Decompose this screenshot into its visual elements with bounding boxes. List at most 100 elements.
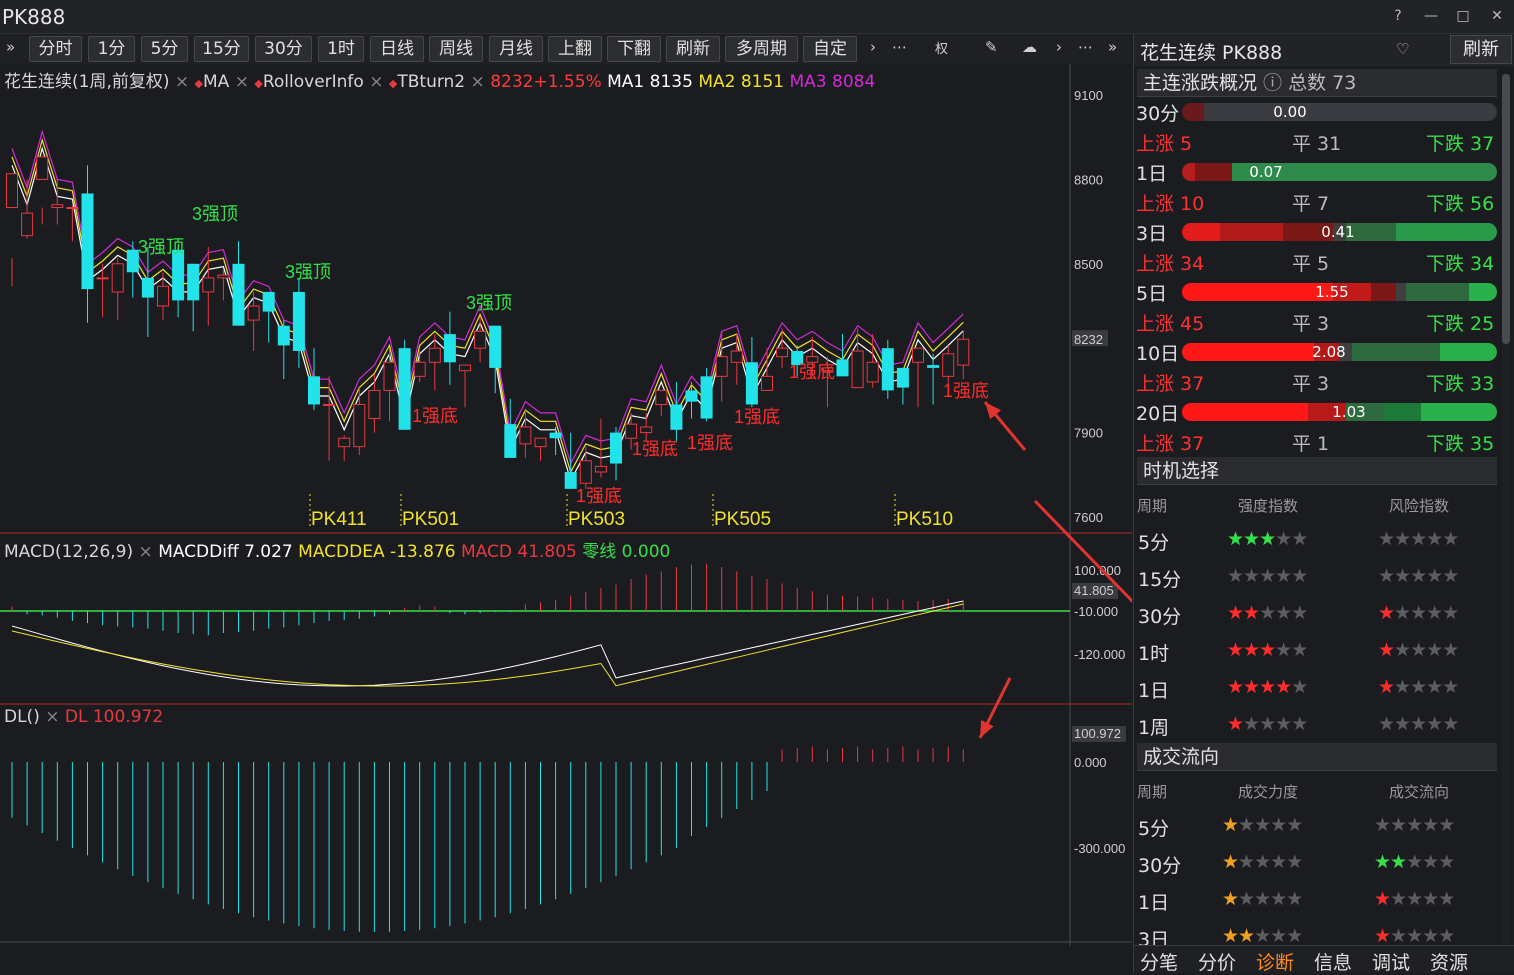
arrow-to-bottom-signal-head: [985, 402, 1001, 420]
maximize-icon[interactable]: □: [1456, 8, 1470, 24]
sidebar-tab-3[interactable]: 信息: [1314, 952, 1353, 974]
candle-body-up: [323, 403, 336, 406]
macd-axis-label: -120.000: [1074, 647, 1125, 662]
chart-title: 花生连续(1周,前复权): [4, 72, 170, 92]
sidebar-tab-2[interactable]: 诊断: [1256, 952, 1295, 974]
signal-top-label: 3强顶: [466, 293, 512, 313]
diamond-icon: ◆: [254, 77, 263, 90]
legend-ma1: MA1 8135: [607, 72, 693, 92]
bar-segment: [1421, 403, 1497, 421]
legend-ma[interactable]: MA: [203, 72, 230, 92]
candle-body-up: [202, 277, 215, 293]
macd-dea-line: [11, 603, 964, 687]
tab-5min[interactable]: 5分: [141, 36, 188, 62]
close-icon[interactable]: ×: [45, 707, 60, 727]
candle-body-up: [866, 361, 879, 383]
rise-fall-bar: [1182, 283, 1497, 301]
tab-1min[interactable]: 1分: [88, 36, 135, 62]
scroll-thumb[interactable]: [1502, 74, 1510, 344]
sidebar: 花生连续 PK888 ♡ 刷新 主连涨跌概况 ⓘ 总数 73 30分 0.00 上涨 …: [1133, 34, 1514, 974]
rollover-label: PK510: [896, 509, 953, 530]
sidebar-tab-1[interactable]: 分价: [1198, 952, 1237, 974]
candle-body-down: [549, 432, 562, 439]
cloud-icon[interactable]: ☁: [1022, 38, 1037, 56]
risk-stars: ★★★★★: [1378, 602, 1459, 624]
tab-1hour[interactable]: 1时: [318, 36, 364, 62]
rise-fall-title: 主连涨跌概况: [1143, 72, 1258, 94]
sidebar-tab-5[interactable]: 资源: [1430, 952, 1469, 974]
timing-col-risk: 风险指数: [1389, 497, 1450, 515]
sidebar-refresh-button[interactable]: 刷新: [1450, 35, 1512, 64]
close-icon[interactable]: ×: [369, 72, 384, 92]
tab-weekly[interactable]: 周线: [429, 36, 483, 62]
pen-icon[interactable]: ✎: [985, 38, 998, 56]
tab-monthly[interactable]: 月线: [489, 36, 543, 62]
candle-body-up: [625, 423, 638, 439]
bar-segment: [1339, 343, 1353, 361]
candle-body-up: [730, 350, 743, 363]
chart-area[interactable]: 9100880085008232790076002024-06-10081012…: [0, 64, 1132, 946]
heart-icon[interactable]: ♡: [1396, 40, 1410, 58]
rise-fall-bar: [1182, 403, 1497, 421]
down-count: 下跌 35: [1426, 433, 1495, 455]
close-icon[interactable]: ×: [234, 72, 249, 92]
candle-body-down: [489, 325, 502, 368]
close-icon[interactable]: ✕: [1491, 8, 1503, 24]
close-icon[interactable]: ×: [174, 72, 190, 92]
help-icon[interactable]: ⓘ: [1257, 72, 1289, 94]
sidebar-scrollbar[interactable]: [1502, 74, 1510, 944]
candle-body-up: [6, 173, 18, 209]
more-icon[interactable]: ⋯: [892, 38, 907, 56]
refresh-button[interactable]: 刷新: [666, 36, 720, 62]
rise-fall-header: 主连涨跌概况 ⓘ 总数 73: [1137, 69, 1497, 97]
quan-button[interactable]: 权: [935, 42, 949, 57]
help-icon[interactable]: ?: [1394, 8, 1402, 24]
more-icon-2[interactable]: ⋯: [1078, 38, 1093, 56]
rise-fall-period: 1日: [1136, 163, 1168, 185]
chevron-right-icon[interactable]: ›: [870, 38, 876, 56]
tab-daily[interactable]: 日线: [370, 36, 424, 62]
candle-body-down: [277, 325, 290, 346]
legend-rollover[interactable]: RolloverInfo: [262, 72, 364, 92]
legend-tbturn[interactable]: TBturn2: [397, 72, 466, 92]
signal-bottom-label: 1强底: [687, 433, 733, 453]
candle-body-up: [338, 437, 351, 448]
ma3-line: [11, 129, 964, 466]
bar-segment: [1468, 283, 1497, 301]
chart-canvas[interactable]: 9100880085008232790076002024-06-10081012…: [0, 64, 1132, 946]
custom-button[interactable]: 自定: [803, 36, 857, 62]
expand-right-icon[interactable]: »: [1108, 38, 1118, 56]
up-count: 上涨 5: [1136, 133, 1193, 155]
flat-count: 平 3: [1292, 373, 1330, 395]
expand-left-icon[interactable]: »: [6, 38, 16, 56]
bar-segment: [1333, 223, 1346, 241]
close-icon[interactable]: ×: [470, 72, 485, 92]
macd-axis-label: 100.000: [1074, 563, 1121, 578]
timing-period: 15分: [1138, 569, 1182, 591]
sidebar-header: 花生连续 PK888 ♡ 刷新: [1134, 34, 1514, 66]
candle-body-up: [715, 356, 728, 377]
bar-segment: [1333, 283, 1371, 301]
tab-30min[interactable]: 30分: [255, 36, 312, 62]
down-count: 下跌 34: [1426, 253, 1495, 275]
bar-segment: [1396, 223, 1497, 241]
candle-body-up: [761, 375, 773, 391]
candle-body-up: [806, 356, 819, 363]
up-count: 上涨 37: [1136, 373, 1205, 395]
chevron-right-icon-2[interactable]: ›: [1056, 38, 1062, 56]
tab-fenshi[interactable]: 分时: [29, 36, 82, 62]
candle-body-up: [459, 364, 471, 372]
close-icon[interactable]: ×: [138, 542, 153, 562]
multi-period-button[interactable]: 多周期: [725, 36, 798, 62]
sidebar-tab-4[interactable]: 调试: [1372, 952, 1411, 974]
page-up-button[interactable]: 上翻: [548, 36, 602, 62]
minimize-icon[interactable]: —: [1424, 8, 1438, 24]
candle-body-up: [51, 204, 64, 209]
sidebar-tab-0[interactable]: 分笔: [1140, 952, 1179, 974]
page-down-button[interactable]: 下翻: [607, 36, 661, 62]
tab-15min[interactable]: 15分: [194, 36, 249, 62]
legend-ma2: MA2 8151: [698, 72, 785, 92]
candle-body-up: [413, 361, 426, 377]
up-count: 上涨 34: [1136, 253, 1205, 275]
down-count: 下跌 37: [1426, 133, 1495, 155]
